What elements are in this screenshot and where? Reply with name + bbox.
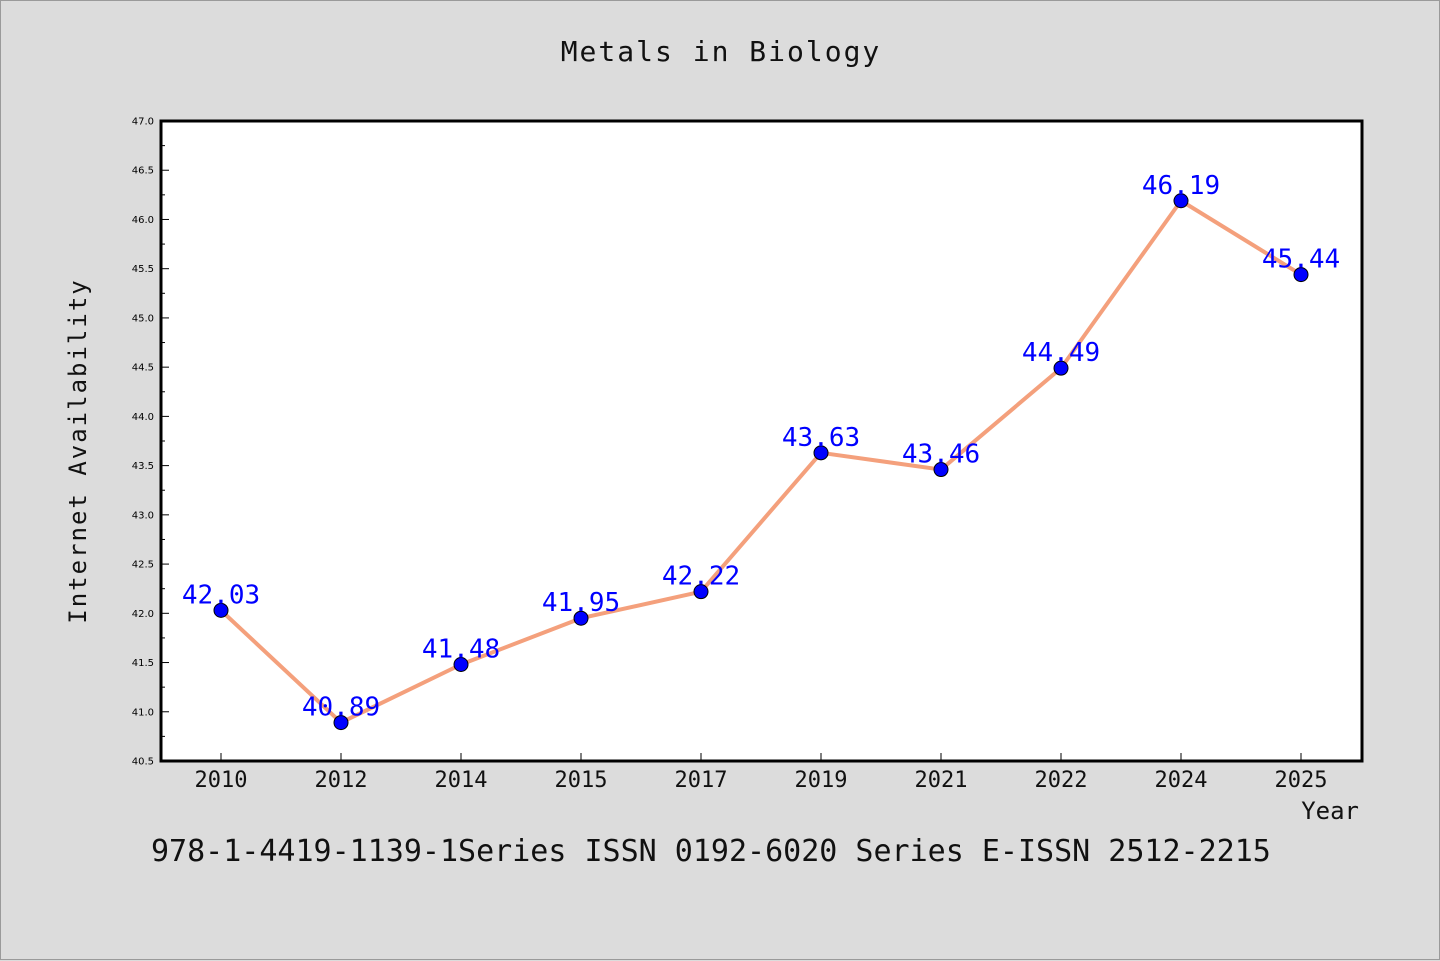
x-tick-label: 2014 <box>435 768 488 793</box>
y-tick-label: 40.5 <box>132 757 154 768</box>
x-tick-label: 2021 <box>915 768 968 793</box>
x-tick-label: 2015 <box>555 768 608 793</box>
x-axis-ticks: 2010 2012 2014 2015 2017 2019 2021 2022 2024 2025 <box>195 753 1328 793</box>
x-tick-label: 2017 <box>675 768 728 793</box>
data-label: 43.46 <box>902 440 980 470</box>
data-point <box>1173 193 1189 209</box>
data-point <box>813 445 829 461</box>
footer-text: 978-1-4419-1139-1Series ISSN 0192-6020 S… <box>151 834 1271 869</box>
x-tick-label: 2022 <box>1035 768 1088 793</box>
x-axis-label: Year <box>1301 797 1359 825</box>
y-tick-label: 47.0 <box>132 117 154 128</box>
y-tick-label: 45.5 <box>132 264 154 275</box>
data-point <box>1053 360 1069 376</box>
y-tick-label: 41.5 <box>132 658 154 669</box>
x-tick-label: 2012 <box>315 768 368 793</box>
y-tick-label: 43.0 <box>132 510 154 521</box>
series-line <box>219 198 1303 725</box>
data-label: 40.89 <box>302 693 380 723</box>
data-label: 41.95 <box>542 588 620 618</box>
y-tick-label: 44.5 <box>132 363 154 374</box>
chart-title: Metals in Biology <box>560 35 882 68</box>
data-point <box>933 462 949 478</box>
data-label: 41.48 <box>422 635 500 665</box>
y-tick-label: 42.5 <box>132 560 154 571</box>
data-point <box>1293 267 1309 283</box>
data-label: 46.19 <box>1142 171 1220 201</box>
data-point <box>333 715 349 731</box>
data-point <box>213 602 229 618</box>
data-point <box>453 657 469 673</box>
x-tick-label: 2024 <box>1155 768 1208 793</box>
y-tick-label: 41.0 <box>132 707 154 718</box>
data-point <box>573 610 589 626</box>
data-label: 42.03 <box>182 580 260 610</box>
x-tick-label: 2019 <box>795 768 848 793</box>
y-tick-label: 43.5 <box>132 461 154 472</box>
y-tick-label: 46.5 <box>132 166 154 177</box>
y-tick-label: 45.0 <box>132 313 154 324</box>
x-tick-label: 2025 <box>1275 768 1328 793</box>
series-markers <box>213 193 1309 731</box>
y-tick-label: 46.0 <box>132 215 154 226</box>
plot-frame <box>159 119 1364 763</box>
plot-area <box>161 121 1362 761</box>
data-labels: 42.03 40.89 41.48 41.95 42.22 43.63 43.46 44.49… <box>182 171 1340 723</box>
y-tick-label: 42.0 <box>132 609 154 620</box>
y-axis-ticks: 40.5 41.0 41.5 42.0 42.5 43.0 43.5 44.0 44.5 45.0… <box>132 117 169 768</box>
data-label: 44.49 <box>1022 338 1100 368</box>
y-tick-label: 44.0 <box>132 412 154 423</box>
data-label: 42.22 <box>662 562 740 592</box>
x-tick-label: 2010 <box>195 768 248 793</box>
data-label: 43.63 <box>782 423 860 453</box>
data-label: 45.44 <box>1262 245 1340 275</box>
data-point <box>693 584 709 600</box>
